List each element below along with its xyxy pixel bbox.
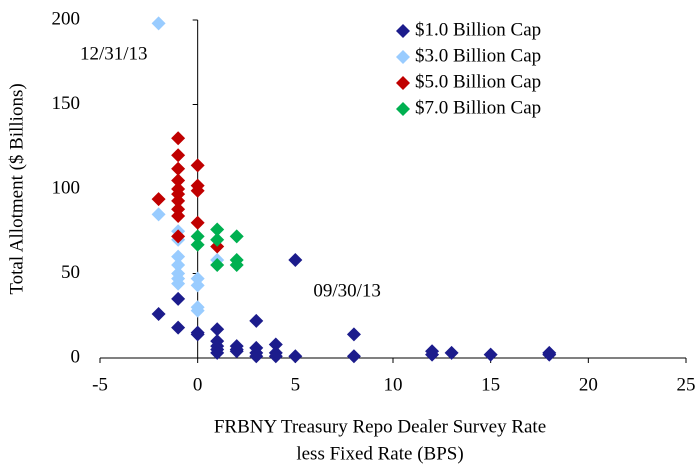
- x-tick-label: 10: [384, 374, 403, 395]
- x-tick-label: 20: [579, 374, 598, 395]
- point: [288, 252, 303, 267]
- point: [346, 327, 361, 342]
- legend-label: $7.0 Billion Cap: [415, 97, 541, 118]
- point: [190, 215, 205, 230]
- legend-label: $5.0 Billion Cap: [415, 71, 541, 92]
- point: [249, 313, 264, 328]
- x-tick-label: 5: [291, 374, 301, 395]
- y-axis-label: Total Allotment ($ Billions): [6, 83, 27, 294]
- point: [171, 209, 186, 224]
- y-tick-label: 0: [71, 346, 81, 367]
- x-axis-label: FRBNY Treasury Repo Dealer Survey Rate: [214, 416, 546, 437]
- point: [210, 222, 225, 237]
- point: [190, 158, 205, 173]
- point: [210, 258, 225, 273]
- point: [151, 192, 166, 207]
- point: [542, 347, 557, 362]
- point: [229, 258, 244, 273]
- point: [190, 303, 205, 318]
- point: [171, 258, 186, 273]
- point: [190, 229, 205, 244]
- point: [229, 229, 244, 244]
- point: [268, 349, 283, 364]
- x-tick-label: 0: [193, 374, 203, 395]
- y-tick-label: 50: [61, 262, 80, 283]
- legend-label: $3.0 Billion Cap: [415, 45, 541, 66]
- point: [210, 345, 225, 360]
- point: [210, 322, 225, 337]
- point: [249, 349, 264, 364]
- y-tick-label: 100: [52, 177, 81, 198]
- point: [151, 307, 166, 322]
- point: [171, 291, 186, 306]
- x-axis-label: less Fixed Rate (BPS): [296, 443, 463, 464]
- y-tick-label: 200: [52, 8, 81, 29]
- point: [346, 349, 361, 364]
- y-tick-label: 150: [52, 93, 81, 114]
- point: [171, 193, 186, 208]
- point: [171, 276, 186, 291]
- legend-marker: [396, 24, 410, 38]
- point: [190, 183, 205, 198]
- x-tick-label: -5: [92, 374, 108, 395]
- point: [171, 131, 186, 146]
- point: [151, 16, 166, 31]
- annotation: 12/31/13: [80, 43, 148, 64]
- point: [171, 229, 186, 244]
- point: [425, 347, 440, 362]
- point: [171, 148, 186, 163]
- legend-marker: [396, 102, 410, 116]
- point: [288, 349, 303, 364]
- point: [190, 278, 205, 293]
- point: [171, 320, 186, 335]
- point: [229, 344, 244, 359]
- point: [444, 345, 459, 360]
- legend-marker: [396, 76, 410, 90]
- point: [171, 173, 186, 188]
- point: [210, 232, 225, 247]
- point: [268, 337, 283, 352]
- point: [171, 249, 186, 264]
- x-tick-label: 25: [677, 374, 696, 395]
- x-tick-label: 15: [481, 374, 500, 395]
- legend-marker: [396, 50, 410, 64]
- point: [190, 237, 205, 252]
- point: [483, 347, 498, 362]
- point: [151, 207, 166, 222]
- point: [171, 161, 186, 176]
- point: [190, 327, 205, 342]
- annotation: 09/30/13: [313, 280, 381, 301]
- legend-label: $1.0 Billion Cap: [415, 19, 541, 40]
